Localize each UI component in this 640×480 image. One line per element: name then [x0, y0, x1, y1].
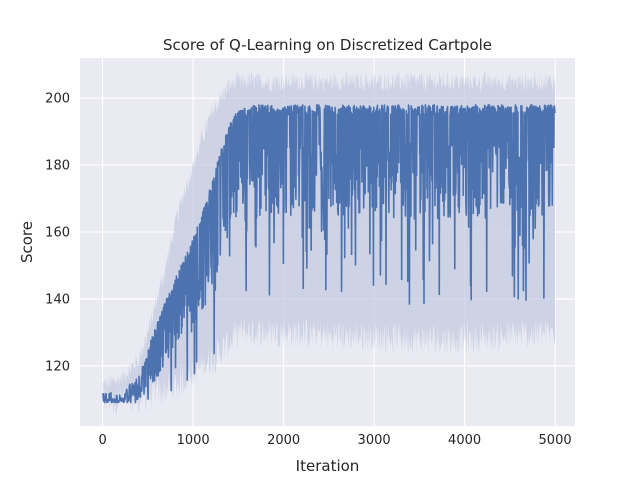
y-tick-label: 180 [45, 159, 70, 174]
y-tick-labels: 120 140 160 180 200 [45, 92, 70, 375]
y-tick-label: 140 [45, 292, 70, 307]
y-tick-label: 160 [45, 225, 70, 240]
y-axis-label: Score [18, 221, 36, 263]
y-tick-label: 200 [45, 92, 70, 107]
series-0-line [101, 104, 556, 404]
x-tick-label: 3000 [358, 433, 391, 448]
x-tick-label: 0 [98, 433, 106, 448]
score-line [101, 104, 556, 404]
chart-title: Score of Q-Learning on Discretized Cartp… [163, 36, 492, 54]
x-tick-label: 5000 [539, 433, 572, 448]
y-tick-label: 120 [45, 359, 70, 374]
x-tick-label: 1000 [177, 433, 210, 448]
x-axis-label: Iteration [296, 457, 360, 475]
x-tick-labels: 0 1000 2000 3000 4000 5000 [98, 433, 571, 448]
x-tick-label: 4000 [448, 433, 481, 448]
x-tick-label: 2000 [267, 433, 300, 448]
